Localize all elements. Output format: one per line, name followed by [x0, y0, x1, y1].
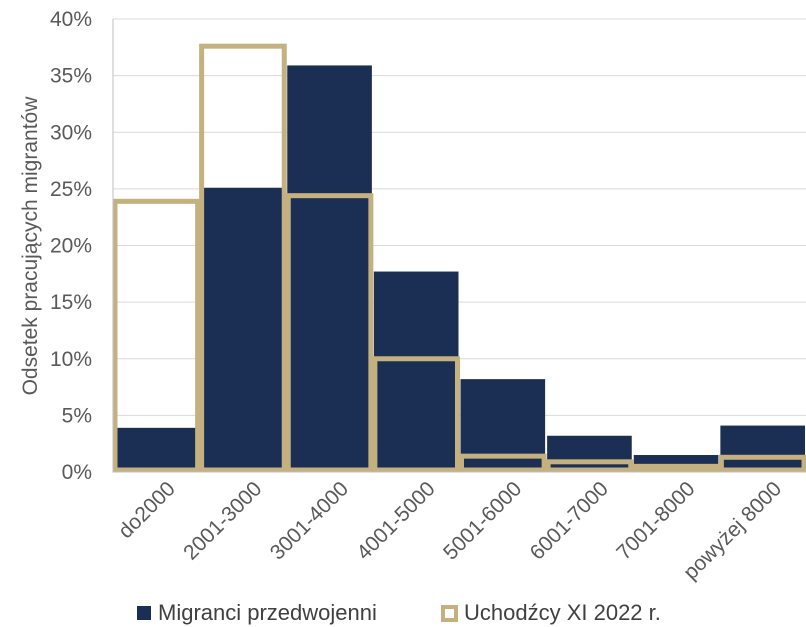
axes — [112, 19, 806, 473]
x-tick-label: 3001-4000 — [266, 477, 353, 564]
bar-uchodzcy — [459, 453, 547, 473]
y-tick-labels: 0% 5% 10% 15% 20% 25% 30% 35% 40% — [50, 8, 92, 484]
legend-label-uchodzcy: Uchodźcy XI 2022 r. — [464, 600, 661, 625]
bar-migranci — [373, 271, 459, 472]
y-tick-label: 5% — [62, 404, 92, 427]
bars-uchodzcy — [112, 43, 806, 473]
x-tick-label: 7001-8000 — [612, 477, 699, 564]
bar-uchodzcy — [545, 459, 634, 473]
y-tick-label: 40% — [50, 8, 92, 31]
bar-uchodzcy — [718, 454, 806, 473]
y-tick-label: 30% — [50, 121, 92, 144]
legend-label-migranci: Migranci przedwojenni — [158, 600, 377, 625]
x-tick-label: 5001-6000 — [439, 477, 526, 564]
legend-swatch-uchodzcy — [441, 605, 458, 622]
bar-migranci — [200, 187, 286, 472]
bar-migranci — [547, 435, 632, 472]
legend: Migranci przedwojenni Uchodźcy XI 2022 r… — [137, 600, 661, 625]
bar-uchodzcy — [632, 463, 720, 473]
y-axis-label: Odsetek pracujących migrantów — [19, 96, 42, 396]
y-tick-label: 10% — [50, 348, 92, 371]
x-tick-label: 4001-5000 — [352, 477, 439, 564]
bar-uchodzcy — [112, 198, 201, 473]
x-tick-label: 2001-3000 — [179, 477, 266, 564]
y-tick-label: 25% — [50, 178, 92, 201]
y-tick-label: 15% — [50, 291, 92, 314]
bar-uchodzcy — [372, 356, 460, 473]
x-tick-label: do2000 — [114, 477, 180, 543]
y-tick-label: 0% — [62, 461, 92, 484]
x-tick-labels: do2000 2001-3000 3001-4000 4001-5000 5001-60… — [114, 477, 786, 584]
legend-swatch-migranci — [137, 606, 151, 620]
bar-uchodzcy — [199, 43, 287, 473]
x-tick-label: 6001-7000 — [526, 477, 613, 564]
y-tick-label: 35% — [50, 65, 92, 88]
bar-migranci — [720, 425, 805, 472]
y-tick-label: 20% — [50, 235, 92, 258]
bar-uchodzcy — [285, 193, 374, 473]
bar-migranci — [287, 65, 372, 473]
bar-migranci — [114, 427, 199, 472]
